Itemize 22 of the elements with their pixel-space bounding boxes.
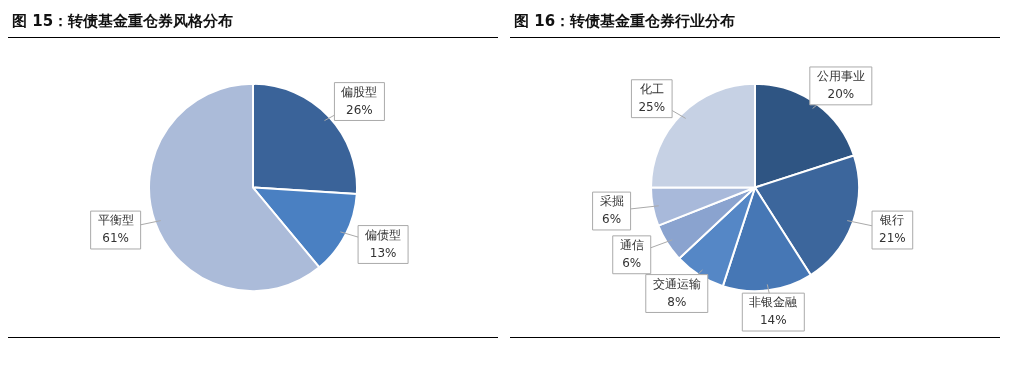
slice-label: 偏股型 bbox=[341, 84, 378, 99]
slice-label: 公用事业 bbox=[816, 69, 865, 84]
data-label: 61% bbox=[102, 231, 129, 246]
slice-label: 化工 bbox=[639, 81, 664, 96]
slice-label: 通信 bbox=[619, 237, 644, 252]
chart-title: 图 15：转债基金重仓券风格分布 bbox=[8, 8, 498, 38]
data-label: 25% bbox=[638, 99, 666, 114]
slice-label: 采掘 bbox=[599, 194, 624, 209]
data-label: 21% bbox=[879, 231, 906, 246]
data-label: 20% bbox=[827, 87, 855, 101]
slice-label: 非银金融 bbox=[749, 295, 798, 310]
slice-label: 银行 bbox=[879, 213, 905, 228]
chart-title: 图 16：转债基金重仓券行业分布 bbox=[510, 8, 1000, 38]
data-label: 14% bbox=[759, 313, 787, 328]
slice-label: 偏债型 bbox=[365, 227, 402, 242]
data-label: 26% bbox=[346, 102, 373, 117]
data-label: 13% bbox=[369, 245, 397, 260]
slice-label: 交通运输 bbox=[652, 276, 701, 291]
data-label: 8% bbox=[667, 294, 687, 309]
data-label: 6% bbox=[602, 212, 622, 227]
slice-label: 平衡型 bbox=[97, 213, 134, 228]
data-label: 6% bbox=[622, 255, 642, 270]
